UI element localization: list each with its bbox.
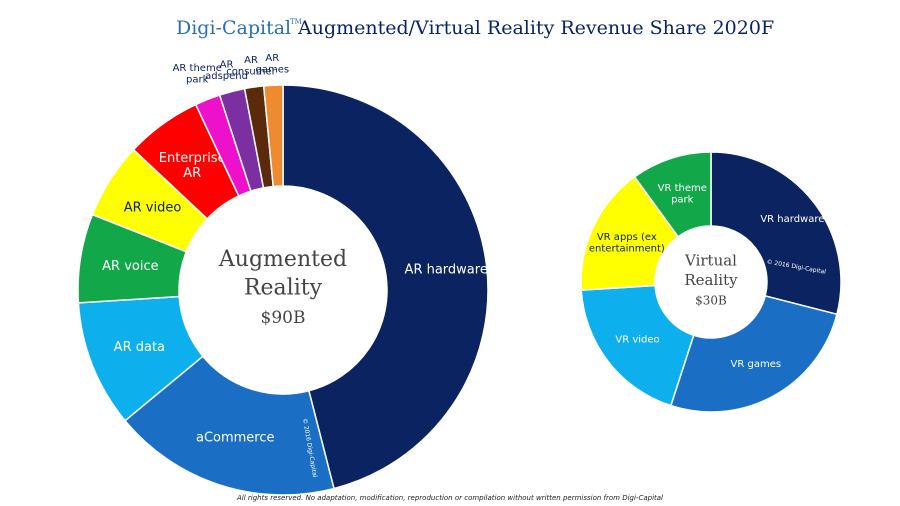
logo-mark: TM <box>290 18 302 26</box>
logo: Digi-Capital <box>176 17 291 39</box>
slice-label: AR voice <box>102 259 158 274</box>
slice-label: AR games <box>256 53 290 76</box>
slice-label: Enterprise AR <box>159 151 226 181</box>
slice-label: VR hardware <box>760 214 824 225</box>
center-total: $90B <box>261 308 306 328</box>
slice <box>710 151 842 316</box>
center-label: Reality <box>684 271 738 289</box>
slice-label: VR games <box>731 359 782 370</box>
slice-label: AR theme park <box>173 63 222 86</box>
slice-label: AR hardware <box>405 263 488 278</box>
footer: All rights reserved. No adaptation, modi… <box>236 494 663 502</box>
chart-title: Augmented/Virtual Reality Revenue Share … <box>297 17 774 39</box>
slice <box>123 355 335 496</box>
slice <box>282 84 489 490</box>
slice-label: aCommerce <box>196 430 275 445</box>
center-total: $30B <box>695 294 727 308</box>
slice-label: VR apps (ex entertainment) <box>589 232 665 255</box>
slice <box>633 151 712 238</box>
slice <box>580 284 695 407</box>
center-label: Augmented <box>218 247 347 272</box>
slice-label: AR data <box>114 340 165 355</box>
slice-label: VR video <box>615 334 659 345</box>
slice <box>669 295 838 413</box>
slice-label: VR theme park <box>658 183 707 206</box>
slice-label: AR video <box>124 201 182 216</box>
center-label: Reality <box>244 275 323 300</box>
slice-label: AR adspend <box>205 60 248 83</box>
center-label: Virtual <box>684 252 737 270</box>
slice-label: AR consumer <box>226 55 276 78</box>
slice <box>262 84 284 188</box>
